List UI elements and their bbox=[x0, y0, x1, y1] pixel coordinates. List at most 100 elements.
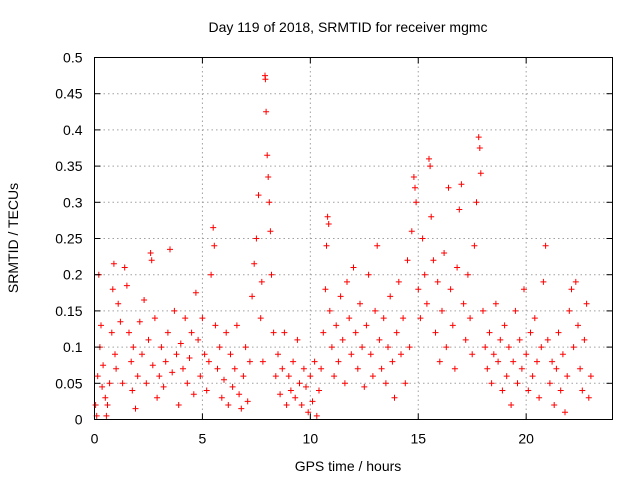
data-point bbox=[436, 358, 443, 365]
data-point bbox=[529, 373, 536, 380]
data-point bbox=[428, 213, 435, 220]
data-point bbox=[572, 278, 579, 285]
data-point bbox=[94, 373, 101, 380]
data-point bbox=[313, 412, 320, 419]
data-point bbox=[534, 358, 540, 365]
data-point bbox=[357, 300, 363, 307]
grid-lines bbox=[94, 57, 613, 420]
data-point bbox=[154, 394, 161, 401]
data-point bbox=[427, 163, 434, 170]
data-point bbox=[331, 373, 338, 380]
data-point bbox=[495, 358, 502, 365]
y-tick-label: 0.35 bbox=[55, 158, 82, 174]
data-point bbox=[129, 387, 136, 394]
data-point bbox=[324, 213, 331, 220]
data-point bbox=[449, 322, 456, 329]
data-point bbox=[267, 228, 274, 235]
data-point bbox=[382, 380, 389, 387]
data-point bbox=[205, 358, 212, 365]
data-point bbox=[462, 336, 469, 343]
data-point bbox=[186, 355, 193, 361]
data-point bbox=[346, 315, 353, 322]
data-point bbox=[408, 228, 415, 235]
data-point bbox=[104, 402, 111, 408]
data-point bbox=[162, 358, 169, 365]
data-point bbox=[199, 315, 206, 322]
data-point bbox=[171, 307, 178, 314]
data-point bbox=[376, 336, 383, 343]
data-point bbox=[311, 358, 318, 365]
data-point bbox=[514, 380, 521, 387]
data-point bbox=[244, 398, 251, 405]
data-point bbox=[99, 383, 106, 390]
data-point bbox=[473, 199, 480, 206]
data-point bbox=[92, 402, 99, 408]
data-point bbox=[275, 351, 281, 358]
data-point bbox=[568, 286, 575, 293]
data-point bbox=[147, 250, 154, 256]
data-point bbox=[538, 344, 545, 351]
data-point bbox=[192, 289, 199, 296]
y-tick-label: 0.45 bbox=[55, 86, 82, 102]
data-point bbox=[419, 235, 426, 242]
data-point bbox=[531, 315, 538, 322]
data-point bbox=[374, 242, 381, 249]
data-point bbox=[236, 391, 243, 398]
data-point bbox=[309, 398, 316, 405]
data-point bbox=[264, 152, 271, 159]
data-point bbox=[486, 329, 493, 336]
data-point bbox=[363, 322, 370, 329]
data-point bbox=[325, 221, 332, 227]
data-point bbox=[143, 380, 150, 387]
data-point bbox=[119, 380, 126, 387]
data-point bbox=[210, 224, 217, 231]
data-point bbox=[510, 358, 517, 365]
data-point bbox=[214, 365, 221, 372]
data-point bbox=[518, 365, 525, 372]
data-point bbox=[369, 373, 376, 380]
data-point bbox=[445, 184, 452, 191]
data-point bbox=[523, 351, 530, 358]
data-point bbox=[112, 351, 118, 358]
x-axis-title: GPS time / hours bbox=[295, 458, 402, 474]
data-point bbox=[182, 315, 189, 322]
data-point bbox=[441, 250, 448, 256]
data-point bbox=[203, 387, 210, 394]
data-point bbox=[259, 358, 266, 365]
data-point bbox=[434, 278, 441, 285]
data-point bbox=[156, 373, 163, 380]
data-point bbox=[439, 307, 445, 314]
data-point bbox=[240, 373, 247, 380]
y-tick-label: 0.05 bbox=[55, 375, 82, 391]
data-point bbox=[412, 184, 418, 191]
y-axis-title: SRMTID / TECUs bbox=[5, 183, 21, 293]
data-point bbox=[242, 344, 249, 351]
data-point bbox=[499, 387, 506, 394]
data-point bbox=[141, 297, 148, 303]
data-point bbox=[492, 300, 499, 307]
data-point bbox=[160, 383, 167, 390]
data-point bbox=[505, 344, 512, 351]
data-point bbox=[265, 174, 272, 180]
data-point bbox=[508, 402, 515, 408]
data-point bbox=[348, 351, 355, 358]
data-point bbox=[398, 351, 404, 358]
y-tick-label: 0.25 bbox=[55, 231, 82, 247]
data-point bbox=[516, 336, 523, 343]
data-point bbox=[581, 336, 588, 343]
data-point bbox=[432, 329, 439, 336]
data-point bbox=[136, 318, 143, 325]
data-point bbox=[281, 329, 288, 336]
data-point bbox=[393, 329, 400, 336]
data-point bbox=[173, 351, 180, 358]
y-tick-labels: 0 0.05 0.1 0.15 0.2 0.25 0.3 0.35 0.4 0.45 0.5 bbox=[55, 50, 82, 428]
data-point bbox=[287, 387, 294, 394]
data-point bbox=[587, 373, 594, 380]
x-tick-label: 20 bbox=[518, 431, 534, 447]
data-point bbox=[458, 181, 465, 188]
data-point bbox=[395, 278, 402, 285]
data-point bbox=[475, 134, 482, 141]
data-point bbox=[413, 199, 420, 206]
data-point bbox=[579, 387, 586, 394]
data-point bbox=[454, 264, 461, 271]
